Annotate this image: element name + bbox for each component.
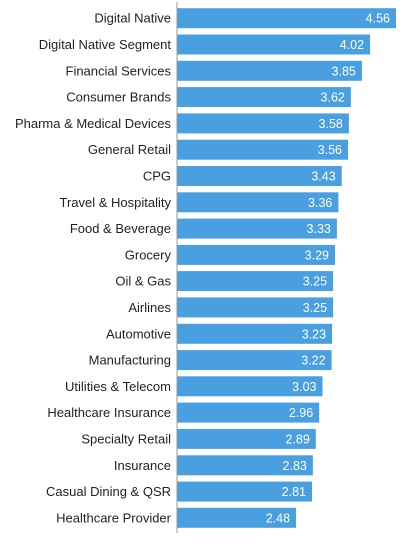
value-label-7: 3.36 — [308, 196, 332, 210]
category-label-4: Pharma & Medical Devices — [15, 116, 172, 131]
value-label-1: 4.02 — [340, 38, 364, 52]
value-label-13: 3.22 — [301, 354, 325, 368]
bar-4 — [177, 113, 349, 134]
bar-0 — [177, 8, 396, 29]
value-label-6: 3.43 — [311, 170, 335, 184]
category-label-6: CPG — [143, 169, 171, 184]
value-label-0: 4.56 — [366, 12, 390, 26]
value-label-17: 2.83 — [283, 459, 307, 473]
category-label-18: Casual Dining & QSR — [46, 484, 171, 499]
bar-1 — [177, 34, 371, 55]
value-label-10: 3.25 — [303, 275, 327, 289]
value-label-11: 3.25 — [303, 301, 327, 315]
bar-16 — [177, 428, 316, 449]
bar-10 — [177, 271, 334, 292]
bar-11 — [177, 297, 334, 318]
bar-17 — [177, 455, 313, 476]
value-label-9: 3.29 — [305, 248, 329, 262]
category-label-13: Manufacturing — [89, 353, 171, 368]
category-label-14: Utilities & Telecom — [65, 379, 171, 394]
value-label-14: 3.03 — [292, 380, 316, 394]
category-label-8: Food & Beverage — [70, 221, 171, 236]
category-label-7: Travel & Hospitality — [60, 195, 172, 210]
value-label-12: 3.23 — [302, 327, 326, 341]
bar-18 — [177, 481, 312, 502]
value-label-2: 3.85 — [332, 64, 356, 78]
category-label-15: Healthcare Insurance — [47, 405, 171, 420]
category-label-10: Oil & Gas — [115, 274, 171, 289]
bar-12 — [177, 323, 333, 344]
bar-13 — [177, 350, 332, 371]
bar-8 — [177, 218, 337, 239]
bar-9 — [177, 244, 335, 265]
value-label-18: 2.81 — [282, 485, 306, 499]
value-label-15: 2.96 — [289, 406, 313, 420]
category-label-9: Grocery — [125, 247, 172, 262]
value-label-5: 3.56 — [318, 143, 342, 157]
bar-5 — [177, 139, 348, 160]
bar-2 — [177, 60, 362, 81]
value-label-19: 2.48 — [266, 511, 290, 525]
bar-19 — [177, 507, 297, 528]
bar-14 — [177, 376, 323, 397]
bar-3 — [177, 87, 351, 108]
category-label-3: Consumer Brands — [66, 90, 171, 105]
category-label-11: Airlines — [128, 300, 171, 315]
category-label-17: Insurance — [114, 458, 171, 473]
bar-7 — [177, 192, 339, 213]
bar-15 — [177, 402, 320, 423]
category-label-5: General Retail — [88, 142, 171, 157]
category-label-2: Financial Services — [66, 63, 172, 78]
category-labels-group: Digital Native Digital Native Segment Fina… — [15, 11, 172, 526]
value-label-8: 3.33 — [307, 222, 331, 236]
value-label-16: 2.89 — [285, 432, 309, 446]
category-label-12: Automotive — [106, 326, 171, 341]
category-label-16: Specialty Retail — [81, 431, 171, 446]
value-labels-group: 4.564.02 3.85 3.62 3.58 3.56 3.43 3.36 3.33 3.29… — [266, 12, 390, 526]
bar-6 — [177, 166, 342, 186]
value-label-3: 3.62 — [321, 91, 345, 105]
bars-group — [177, 8, 396, 528]
category-label-0: Digital Native — [94, 11, 171, 26]
category-label-19: Healthcare Provider — [56, 510, 172, 525]
category-label-1: Digital Native Segment — [39, 37, 172, 52]
value-label-4: 3.58 — [319, 117, 343, 131]
